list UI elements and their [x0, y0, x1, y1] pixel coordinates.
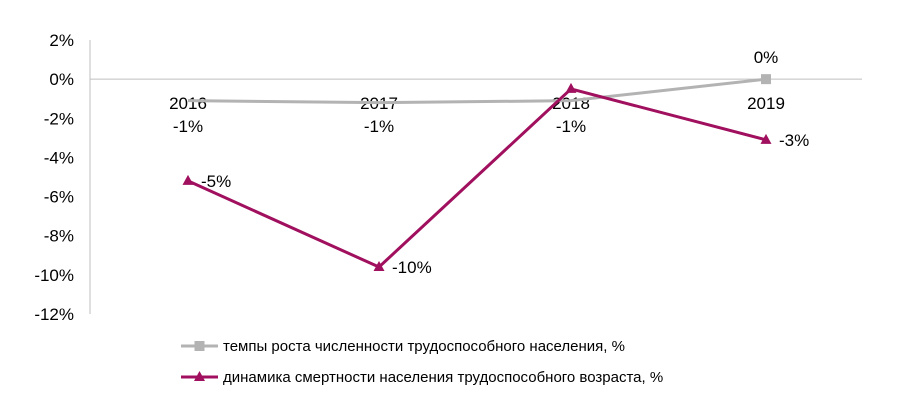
data-label: -1% — [173, 117, 203, 136]
x-axis-ticks: 2016 2017 2018 2019 — [169, 94, 785, 113]
x-tick-label: 2019 — [747, 94, 785, 113]
data-point-square — [761, 74, 771, 85]
y-tick-label: -2% — [44, 109, 74, 128]
legend: темпы роста численности трудоспособного … — [181, 338, 663, 386]
data-label: -1% — [364, 117, 394, 136]
series-line — [187, 87, 767, 269]
y-tick-label: -4% — [44, 148, 74, 167]
axes — [89, 40, 862, 314]
data-point-triangle — [182, 174, 194, 185]
data-label: -5% — [201, 172, 231, 191]
data-point-triangle — [565, 82, 577, 93]
x-tick-label: 2018 — [552, 94, 590, 113]
data-label: -3% — [779, 131, 809, 150]
data-label: -10% — [392, 258, 432, 277]
series — [182, 74, 772, 272]
series-line — [187, 77, 767, 105]
legend-marker-square — [194, 341, 205, 351]
y-tick-label: 2% — [49, 31, 74, 50]
y-tick-label: 0% — [49, 70, 74, 89]
legend-label: темпы роста численности трудоспособного … — [223, 338, 625, 355]
data-labels: -1% -1% -1% 0% -5% -10% -3% — [173, 48, 809, 277]
y-axis-ticks: 2% 0% -2% -4% -6% -8% -10% -12% — [34, 31, 74, 324]
data-label: 0% — [754, 48, 779, 67]
y-tick-label: -6% — [44, 188, 74, 207]
y-tick-label: -10% — [34, 266, 74, 285]
legend-label: динамика смертности населения трудоспосо… — [223, 369, 663, 386]
x-tick-label: 2016 — [169, 94, 207, 113]
data-point-triangle — [760, 133, 772, 144]
data-point-triangle — [373, 261, 385, 272]
legend-marker-triangle — [194, 371, 205, 381]
data-label: -1% — [556, 117, 586, 136]
y-tick-label: -12% — [34, 305, 74, 324]
y-tick-label: -8% — [44, 227, 74, 246]
